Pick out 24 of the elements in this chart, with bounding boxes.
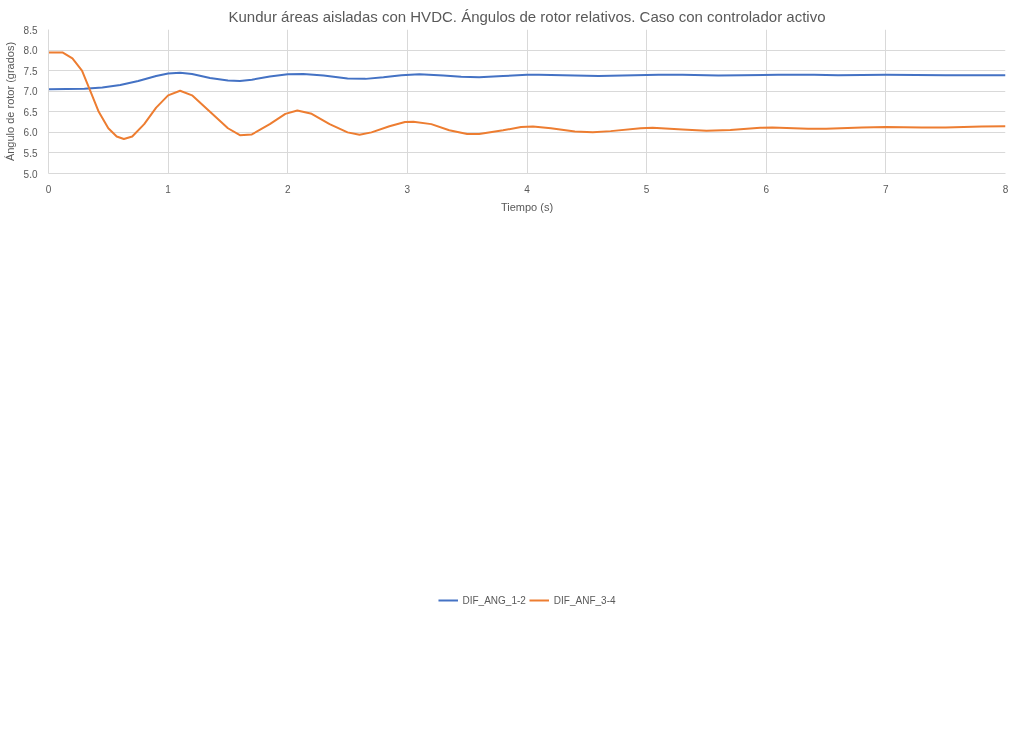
x-tick-label: 4 <box>524 183 531 195</box>
x-tick-label: 6 <box>763 183 770 195</box>
chart-title: Kundur áreas aisladas con HVDC. Ángulos de rotor relativos. Caso con controlador activo <box>228 7 826 25</box>
x-tick-label: 1 <box>165 183 172 195</box>
y-tick-label: 7.0 <box>23 86 38 98</box>
y-tick-label: 6.5 <box>23 106 38 118</box>
legend-label: DIF_ANG_1-2 <box>462 594 526 606</box>
y-tick-label: 5.5 <box>23 147 38 159</box>
x-tick-label: 5 <box>643 183 650 195</box>
y-tick-label: 5.0 <box>23 168 38 180</box>
x-tick-label: 2 <box>284 183 291 195</box>
x-tick-label: 7 <box>883 183 890 195</box>
x-tick-label: 8 <box>1002 183 1009 195</box>
y-axis-title: Ángulo de rotor (grados) <box>3 41 16 162</box>
y-tick-label: 8.5 <box>23 24 38 36</box>
x-tick-label: 3 <box>404 183 411 195</box>
y-tick-label: 6.0 <box>23 127 38 139</box>
line-series <box>48 71 1006 91</box>
y-tick-label: 7.5 <box>23 65 38 77</box>
y-tick-label: 8.0 <box>23 45 38 57</box>
line-series <box>48 51 1006 140</box>
x-tick-label: 0 <box>45 183 52 195</box>
x-axis-title: Tiempo (s) <box>500 200 554 213</box>
legend-label: DIF_ANF_3-4 <box>553 594 616 606</box>
